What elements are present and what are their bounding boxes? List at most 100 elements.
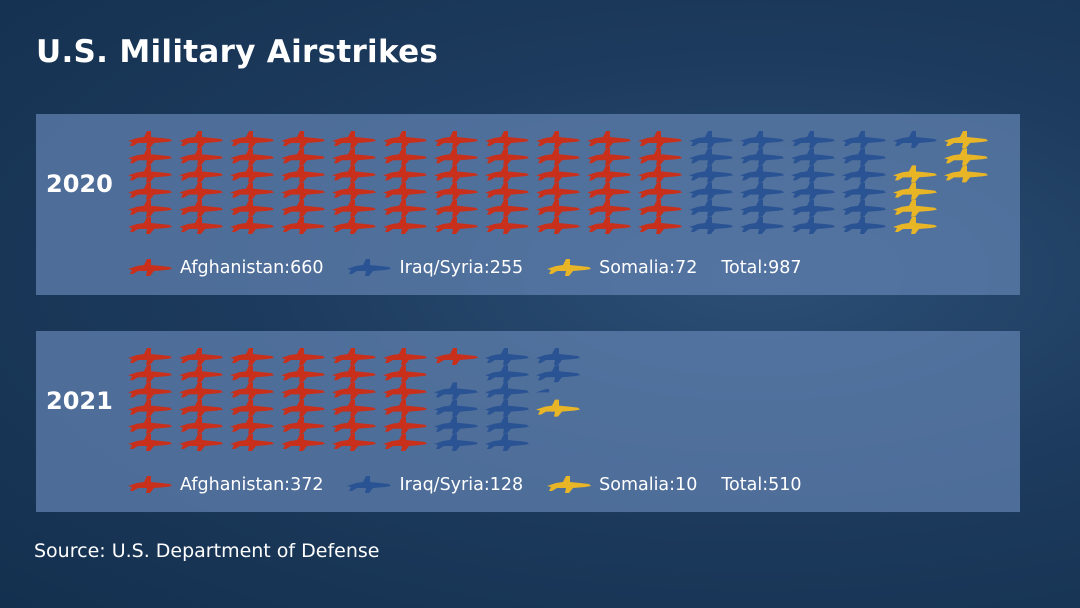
jet-icon-iraq-syria-2021 bbox=[536, 365, 580, 383]
jet-icon-afghanistan-2020 bbox=[383, 148, 427, 166]
jet-icon-iraq-syria-2020 bbox=[791, 199, 835, 217]
jet-icon-afghanistan-2020 bbox=[128, 217, 172, 234]
jet-icon-iraq-syria-2020 bbox=[842, 182, 886, 200]
jet-icon-afghanistan-2020 bbox=[638, 217, 682, 234]
jet-icon-afghanistan-2021 bbox=[179, 365, 223, 383]
legend-label-somalia: Somalia:72 bbox=[599, 258, 698, 278]
jet-icon-afghanistan-2021 bbox=[383, 365, 427, 383]
jet-icon-afghanistan-2020 bbox=[332, 217, 376, 234]
jet-icon-afghanistan-2020 bbox=[638, 199, 682, 217]
jet-icon-afghanistan-2020 bbox=[179, 131, 223, 148]
jet-icon-iraq-syria-2021 bbox=[485, 416, 529, 434]
jet-icon-iraq-syria-2021 bbox=[485, 365, 529, 383]
jet-icon-afghanistan-2021 bbox=[281, 382, 325, 400]
panel-2021: 2021 Afghanistan:372 Iraq/Syria:128 Soma… bbox=[36, 331, 1020, 512]
pictograph-2021 bbox=[128, 348, 580, 451]
jet-icon-afghanistan-2020 bbox=[281, 217, 325, 234]
legend-label-somalia: Somalia:10 bbox=[599, 475, 698, 495]
jet-icon-iraq-syria-2020 bbox=[842, 165, 886, 183]
jet-icon-afghanistan-2021 bbox=[434, 348, 478, 365]
total-label-2020: Total:987 bbox=[721, 258, 802, 278]
jet-icon-afghanistan-2020 bbox=[536, 182, 580, 200]
jet-icon-afghanistan-2021 bbox=[434, 365, 478, 382]
jet-icon-iraq-syria-2020 bbox=[791, 217, 835, 234]
jet-icon-afghanistan-2020 bbox=[230, 199, 274, 217]
jet-icon-afghanistan-2020 bbox=[434, 199, 478, 217]
jet-icon-afghanistan-2020 bbox=[434, 148, 478, 166]
chart-title: U.S. Military Airstrikes bbox=[36, 34, 439, 70]
jet-icon-afghanistan-2020 bbox=[434, 165, 478, 183]
jet-icon-iraq-syria-2021 bbox=[485, 348, 529, 365]
jet-icon-somalia-2020 bbox=[893, 165, 937, 183]
jet-icon-afghanistan-2021 bbox=[332, 382, 376, 400]
jet-icon-iraq-syria-2020 bbox=[689, 217, 733, 234]
jet-icon-afghanistan-2021 bbox=[128, 365, 172, 383]
fighter-jet-icon bbox=[347, 476, 392, 493]
jet-icon-somalia-2021 bbox=[536, 399, 580, 417]
jet-icon-afghanistan-2021 bbox=[332, 365, 376, 383]
jet-icon-afghanistan-2020 bbox=[230, 131, 274, 148]
jet-icon-afghanistan-2021 bbox=[230, 365, 274, 383]
jet-icon-afghanistan-2020 bbox=[536, 148, 580, 166]
jet-icon-iraq-syria-2021 bbox=[536, 348, 580, 365]
jet-icon-iraq-syria-2021 bbox=[434, 399, 478, 417]
fighter-jet-icon bbox=[128, 476, 172, 493]
jet-icon-afghanistan-2020 bbox=[434, 217, 478, 234]
jet-icon-afghanistan-2021 bbox=[281, 399, 325, 417]
jet-icon-iraq-syria-2020 bbox=[893, 131, 937, 148]
pictograph-2020 bbox=[128, 131, 988, 234]
jet-icon-afghanistan-2021 bbox=[230, 434, 274, 451]
jet-icon-iraq-syria-2020 bbox=[842, 217, 886, 234]
jet-icon-afghanistan-2021 bbox=[179, 399, 223, 417]
jet-icon-afghanistan-2021 bbox=[383, 434, 427, 451]
fighter-jet-icon bbox=[547, 476, 592, 493]
legend-label-afghanistan: Afghanistan:372 bbox=[180, 475, 324, 495]
source-note: Source: U.S. Department of Defense bbox=[34, 540, 380, 562]
jet-icon-iraq-syria-2020 bbox=[689, 148, 733, 166]
jet-icon-somalia-2020 bbox=[893, 182, 937, 200]
jet-icon-iraq-syria-2020 bbox=[740, 148, 784, 166]
jet-icon-iraq-syria-2020 bbox=[689, 165, 733, 183]
jet-icon-iraq-syria-2021 bbox=[485, 399, 529, 417]
jet-icon-somalia-2020 bbox=[944, 131, 988, 148]
jet-icon-afghanistan-2020 bbox=[638, 148, 682, 166]
jet-icon-afghanistan-2020 bbox=[230, 165, 274, 183]
jet-icon-iraq-syria-2020 bbox=[791, 165, 835, 183]
jet-icon-afghanistan-2020 bbox=[485, 217, 529, 234]
jet-icon-iraq-syria-2020 bbox=[842, 131, 886, 148]
legend-item-afghanistan: Afghanistan:372 bbox=[126, 475, 323, 495]
jet-icon-afghanistan-2021 bbox=[179, 416, 223, 434]
jet-icon-afghanistan-2021 bbox=[332, 399, 376, 417]
fighter-jet-icon bbox=[128, 259, 172, 276]
jet-icon-afghanistan-2020 bbox=[128, 148, 172, 166]
jet-icon-afghanistan-2020 bbox=[485, 165, 529, 183]
jet-icon-afghanistan-2021 bbox=[128, 416, 172, 434]
jet-icon-afghanistan-2020 bbox=[536, 217, 580, 234]
legend-2021: Afghanistan:372 Iraq/Syria:128 Somalia:1… bbox=[126, 473, 802, 497]
jet-icon-afghanistan-2020 bbox=[587, 182, 631, 200]
jet-icon-afghanistan-2020 bbox=[383, 182, 427, 200]
jet-icon-afghanistan-2021 bbox=[128, 382, 172, 400]
jet-icon-afghanistan-2020 bbox=[332, 165, 376, 183]
legend-label-iraq-syria: Iraq/Syria:255 bbox=[399, 258, 524, 278]
jet-icon-somalia-2020 bbox=[944, 148, 988, 166]
jet-icon-iraq-syria-2021 bbox=[434, 434, 478, 451]
jet-icon-somalia-2020 bbox=[944, 183, 988, 200]
jet-icon-afghanistan-2021 bbox=[383, 399, 427, 417]
jet-icon-afghanistan-2020 bbox=[383, 131, 427, 148]
jet-icon-afghanistan-2020 bbox=[485, 182, 529, 200]
jet-icon-afghanistan-2020 bbox=[638, 182, 682, 200]
legend-label-iraq-syria: Iraq/Syria:128 bbox=[399, 475, 524, 495]
jet-icon-afghanistan-2020 bbox=[281, 148, 325, 166]
jet-icon-afghanistan-2020 bbox=[128, 199, 172, 217]
jet-icon-afghanistan-2020 bbox=[485, 199, 529, 217]
jet-icon-afghanistan-2020 bbox=[332, 131, 376, 148]
jet-icon-afghanistan-2020 bbox=[332, 199, 376, 217]
jet-icon-afghanistan-2021 bbox=[332, 434, 376, 451]
jet-icon-afghanistan-2020 bbox=[587, 131, 631, 148]
jet-icon-afghanistan-2020 bbox=[281, 182, 325, 200]
jet-icon-afghanistan-2021 bbox=[281, 434, 325, 451]
jet-icon-afghanistan-2020 bbox=[179, 148, 223, 166]
fighter-jet-icon bbox=[347, 259, 392, 276]
jet-icon-somalia-2020 bbox=[944, 165, 988, 183]
